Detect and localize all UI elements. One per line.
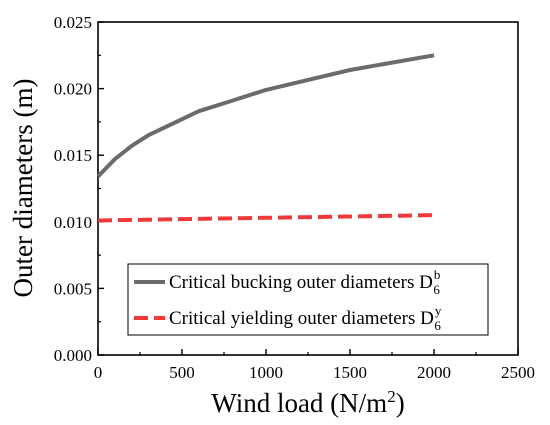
x-tick-label: 1000 (249, 363, 283, 382)
y-tick-label: 0.025 (54, 13, 92, 32)
y-axis: 0.000 0.005 0.010 0.015 0.020 0.025 (54, 13, 104, 365)
series-line-yielding (97, 213, 435, 223)
y-tick-label: 0.000 (54, 346, 92, 365)
x-axis-title: Wind load (N/m2) (211, 387, 404, 418)
legend: Critical bucking outer diameters Db 6 Cri… (127, 263, 489, 336)
x-tick-label: 500 (169, 363, 195, 382)
x-tick-label: 2000 (417, 363, 451, 382)
x-tick-label: 1500 (333, 363, 367, 382)
x-axis: 0 500 1000 1500 2000 2500 (94, 349, 535, 382)
legend-box (127, 263, 489, 336)
y-tick-label: 0.010 (54, 213, 92, 232)
series-line-bucking (96, 53, 435, 178)
series-layer (96, 53, 435, 223)
x-tick-label: 0 (94, 363, 103, 382)
y-tick-label: 0.015 (54, 146, 92, 165)
y-axis-title: Outer diameters (m) (8, 79, 38, 298)
y-tick-label: 0.020 (54, 80, 92, 99)
y-tick-label: 0.005 (54, 279, 92, 298)
legend-label-bucking: Critical bucking outer diameters Db 6 (169, 267, 440, 297)
x-tick-label: 2500 (501, 363, 535, 382)
legend-label-yielding: Critical yielding outer diameters Dy 6 (169, 303, 442, 333)
